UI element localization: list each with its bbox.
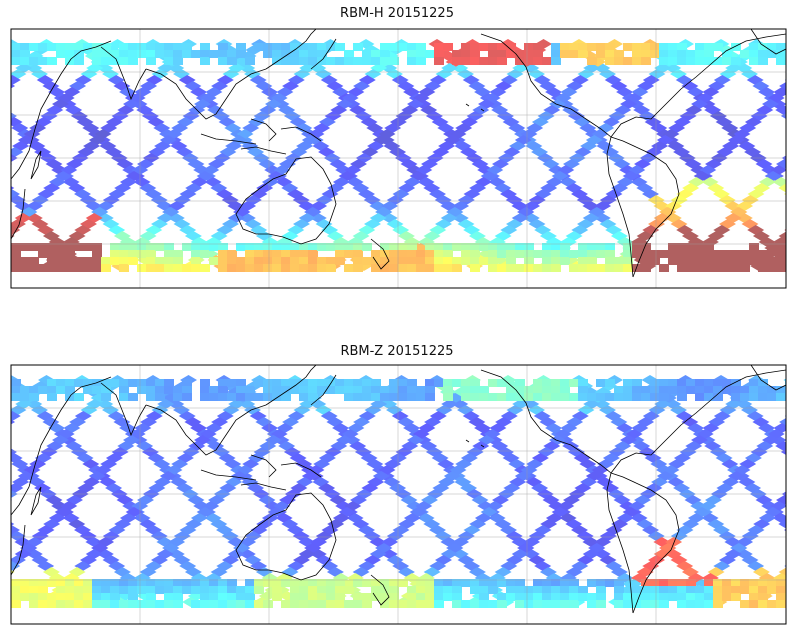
satellite-swaths-top bbox=[11, 39, 786, 272]
map-frame-bottom bbox=[10, 364, 787, 625]
graticule-bottom bbox=[11, 365, 786, 624]
bottom-map-panel bbox=[10, 364, 787, 625]
map-frame-top bbox=[10, 28, 787, 289]
satellite-swaths-bottom bbox=[11, 375, 786, 608]
top-panel-title: RBM-H 20151225 bbox=[340, 6, 454, 21]
coastlines-top bbox=[11, 29, 786, 278]
top-map-panel bbox=[10, 28, 787, 289]
bottom-panel-title: RBM-Z 20151225 bbox=[340, 344, 454, 359]
coastlines-bottom bbox=[11, 365, 786, 614]
